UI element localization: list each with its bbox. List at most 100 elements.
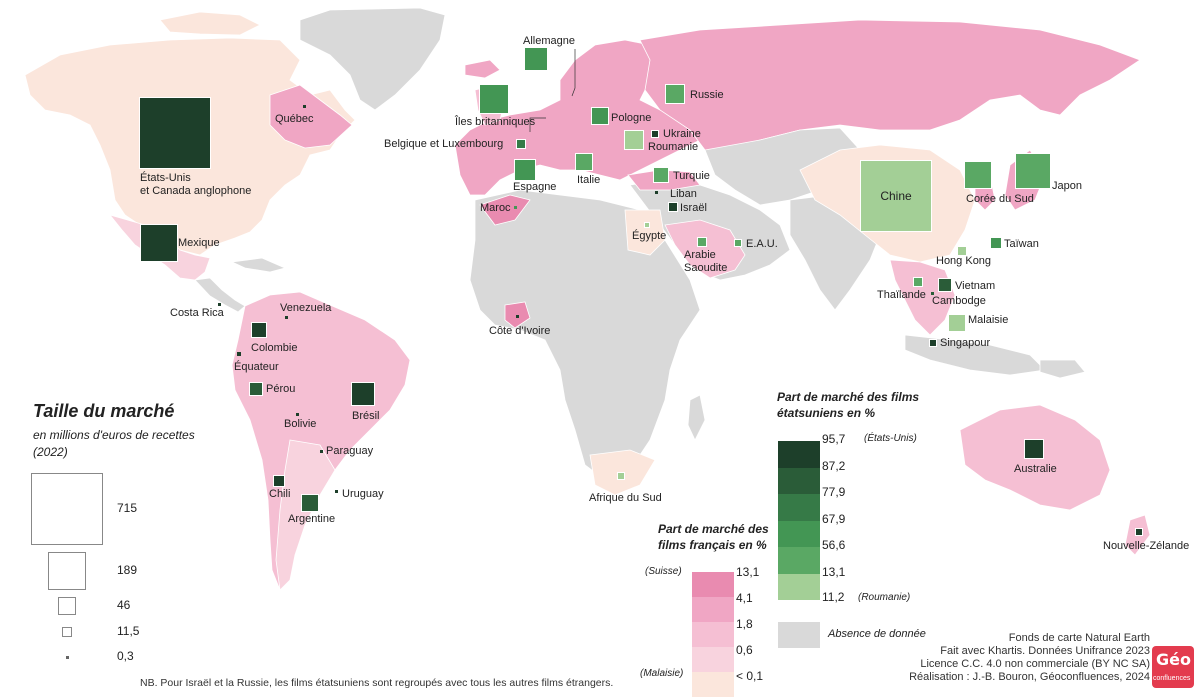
market-label: Ukraine: [663, 128, 701, 140]
market-square: [478, 83, 510, 115]
market-label: Nouvelle-Zélande: [1103, 540, 1190, 552]
market-label: Turquie: [673, 170, 710, 182]
legend-us-title-2: étatsuniens en %: [777, 406, 876, 420]
market-label: Bolivie: [284, 418, 317, 430]
legend-us-swatch: [778, 520, 820, 547]
legend-fr-min-note: (Malaisie): [640, 668, 684, 679]
no-data-label: Absence de donnée: [828, 628, 926, 640]
legend-size-year: (2022): [33, 445, 68, 459]
market-label: Chine: [880, 189, 912, 203]
market-label: Maroc: [480, 202, 511, 214]
country-saudi-arabia: [664, 219, 746, 279]
logo-subtext: confluences: [1153, 675, 1191, 682]
market-square: [957, 246, 967, 256]
legend-us-label: 67,9: [822, 511, 846, 526]
market-square: [574, 152, 594, 172]
legend-size-square: [31, 473, 103, 545]
country-argentina: [275, 439, 336, 591]
market-label: Chili: [269, 488, 291, 500]
market-label: Argentine: [288, 513, 336, 525]
market-square: [301, 494, 319, 512]
note-text: NB. Pour Israël et la Russie, les films …: [140, 677, 614, 689]
market-label: Équateur: [234, 361, 279, 373]
market-square: [524, 47, 548, 71]
market-square: [251, 322, 267, 338]
credit-line-4: Réalisation : J.-B. Bouron, Géoconfluenc…: [909, 671, 1150, 683]
legend-size-square: [48, 552, 86, 590]
market-square: [948, 314, 966, 332]
legend-fr-swatch: [692, 597, 734, 622]
market-square: [334, 489, 338, 493]
market-label: Italie: [577, 174, 601, 186]
market-label: États-Unis et Canada anglophone: [140, 172, 252, 197]
logo-text: Géo: [1156, 650, 1191, 669]
arctic-islands: [159, 11, 261, 36]
market-label: Venezuela: [280, 302, 332, 314]
market-square: [515, 138, 527, 150]
region-quebec: [269, 84, 353, 149]
legend-us-swatch: [778, 547, 820, 574]
legend-us-min-note: (Roumanie): [858, 592, 911, 603]
legend-us-swatch: [778, 573, 820, 600]
market-square: [937, 277, 953, 293]
legend-size-square: [62, 627, 72, 637]
market-label: Allemagne: [523, 35, 575, 47]
legend-us-swatch: [778, 441, 820, 468]
market-square: [515, 314, 519, 318]
market-label: Singapour: [940, 337, 991, 349]
market-label: Afrique du Sud: [589, 492, 662, 504]
market-square: [237, 352, 241, 356]
legend-us-label: 11,2: [822, 590, 845, 604]
legend-fr-label: 13,1: [736, 565, 760, 579]
legend-us-label: 13,1: [822, 564, 846, 579]
market-square: [929, 339, 937, 347]
market-label: Roumanie: [648, 141, 699, 153]
market-square: [643, 221, 651, 229]
legend-us-max-note: (États-Unis): [864, 433, 917, 444]
legend-fr-swatch: [692, 647, 734, 672]
legend-size-label: 0,3: [117, 649, 134, 663]
country-iceland: [464, 59, 501, 79]
legend-us-label: 95,7: [822, 432, 846, 446]
country-russia: [639, 19, 1141, 151]
country-greenland: [299, 7, 446, 111]
legend-size-square: [65, 655, 69, 659]
market-square: [284, 315, 288, 319]
market-label: Pérou: [266, 383, 296, 395]
credit-line-1: Fonds de carte Natural Earth: [1008, 632, 1150, 644]
market-square: [591, 107, 609, 125]
market-label: Cambodge: [932, 295, 986, 307]
market-square: [319, 449, 323, 453]
legend-fr-swatch: [692, 622, 734, 647]
market-label: E.A.U.: [746, 238, 778, 250]
legend-size-title: Taille du marché: [33, 401, 175, 421]
credit-line-2: Fait avec Khartis. Données Unifrance 202…: [940, 645, 1150, 657]
market-square: [734, 239, 742, 247]
market-label: Îles britanniques: [455, 116, 536, 128]
market-square: [668, 202, 678, 212]
market-label: Japon: [1052, 180, 1082, 192]
market-label: Corée du Sud: [966, 193, 1034, 205]
market-square: [272, 474, 285, 487]
legend-fr-max-note: (Suisse): [645, 566, 682, 577]
market-square: [513, 205, 517, 209]
market-label: Espagne: [513, 181, 557, 193]
market-label: Égypte: [632, 230, 667, 242]
market-label: Belgique et Luxembourg: [384, 138, 504, 150]
market-square: [351, 382, 375, 406]
market-square: [295, 412, 299, 416]
market-square: [514, 159, 536, 181]
market-square: [653, 167, 669, 183]
legend-fr-label: 0,6: [736, 643, 753, 657]
leader-line: [529, 117, 546, 132]
market-label: Québec: [275, 113, 314, 125]
market-square: [1024, 439, 1044, 459]
market-label: Colombie: [251, 342, 298, 354]
legend-fr-label: 1,8: [736, 617, 753, 631]
legend-size-label: 11,5: [117, 624, 140, 638]
market-square: [651, 130, 659, 138]
country-egypt: [624, 209, 666, 256]
market-label: Hong Kong: [936, 255, 992, 267]
indonesia: [904, 334, 1046, 376]
market-label: Costa Rica: [170, 307, 224, 319]
